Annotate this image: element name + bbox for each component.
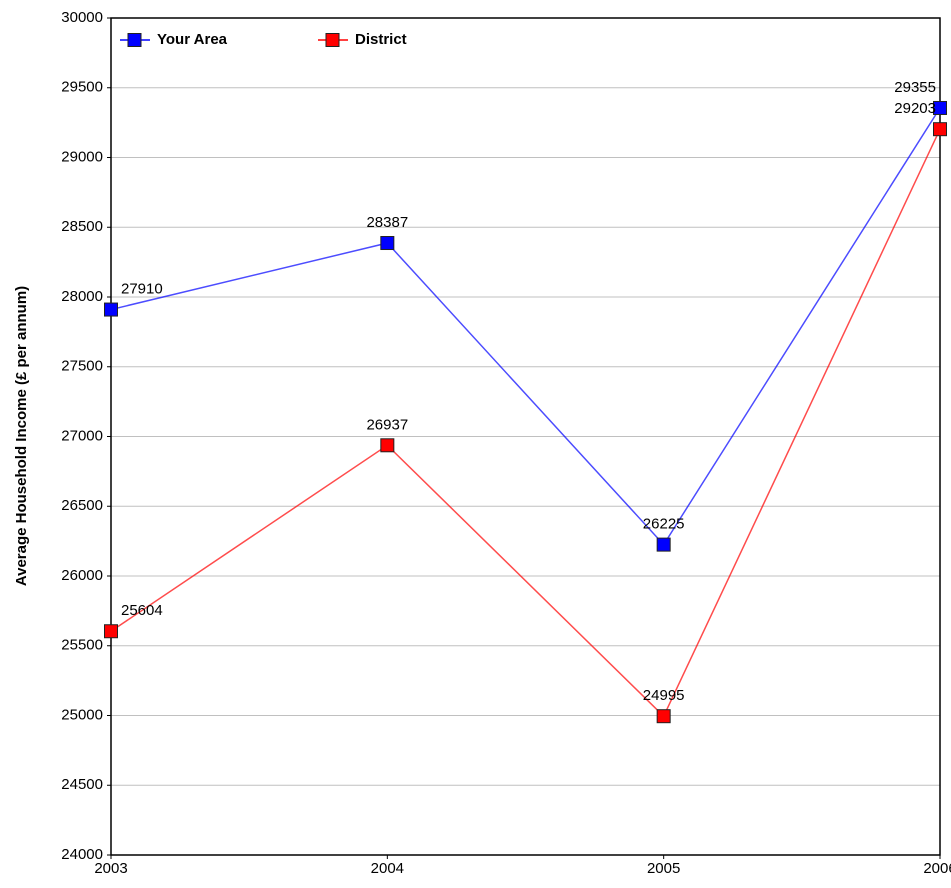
y-tick-label: 27000 xyxy=(61,427,103,444)
data-label: 25604 xyxy=(121,602,163,619)
data-label: 24995 xyxy=(643,687,685,704)
y-tick-label: 29000 xyxy=(61,148,103,165)
y-tick-label: 24500 xyxy=(61,776,103,793)
point-marker xyxy=(104,624,118,639)
data-label: 28387 xyxy=(366,214,408,231)
y-tick-label: 26500 xyxy=(61,497,103,514)
x-tick-label: 2006 xyxy=(923,860,951,877)
point-marker xyxy=(380,438,395,453)
legend-label: District xyxy=(355,31,407,48)
legend-marker xyxy=(325,33,340,47)
point-marker xyxy=(656,709,671,724)
point-marker xyxy=(380,236,395,251)
y-tick-label: 30000 xyxy=(61,9,103,26)
data-label: 29203 xyxy=(894,100,936,117)
data-label: 26225 xyxy=(643,516,685,533)
x-tick-label: 2005 xyxy=(647,860,680,877)
data-label: 29355 xyxy=(894,79,936,96)
y-tick-label: 25500 xyxy=(61,637,103,654)
x-tick-label: 2004 xyxy=(371,860,404,877)
y-tick-label: 24000 xyxy=(61,846,103,863)
x-tick-label: 2003 xyxy=(94,860,127,877)
point-marker xyxy=(104,302,118,317)
y-tick-label: 26000 xyxy=(61,567,103,584)
y-axis-label: Average Household Income (£ per annum) xyxy=(13,286,30,586)
point-marker xyxy=(933,100,947,115)
data-label: 27910 xyxy=(121,281,163,298)
series-line xyxy=(110,107,941,546)
y-tick-label: 28000 xyxy=(61,288,103,305)
point-marker xyxy=(933,122,947,137)
point-marker xyxy=(656,537,671,552)
legend-label: Your Area xyxy=(157,31,228,48)
data-label: 26937 xyxy=(366,416,408,433)
y-tick-label: 25000 xyxy=(61,706,103,723)
y-tick-label: 28500 xyxy=(61,218,103,235)
y-tick-label: 27500 xyxy=(61,358,103,375)
series-line xyxy=(110,128,941,718)
plot-frame xyxy=(110,17,941,856)
y-tick-label: 29500 xyxy=(61,79,103,96)
legend-marker xyxy=(127,33,142,47)
